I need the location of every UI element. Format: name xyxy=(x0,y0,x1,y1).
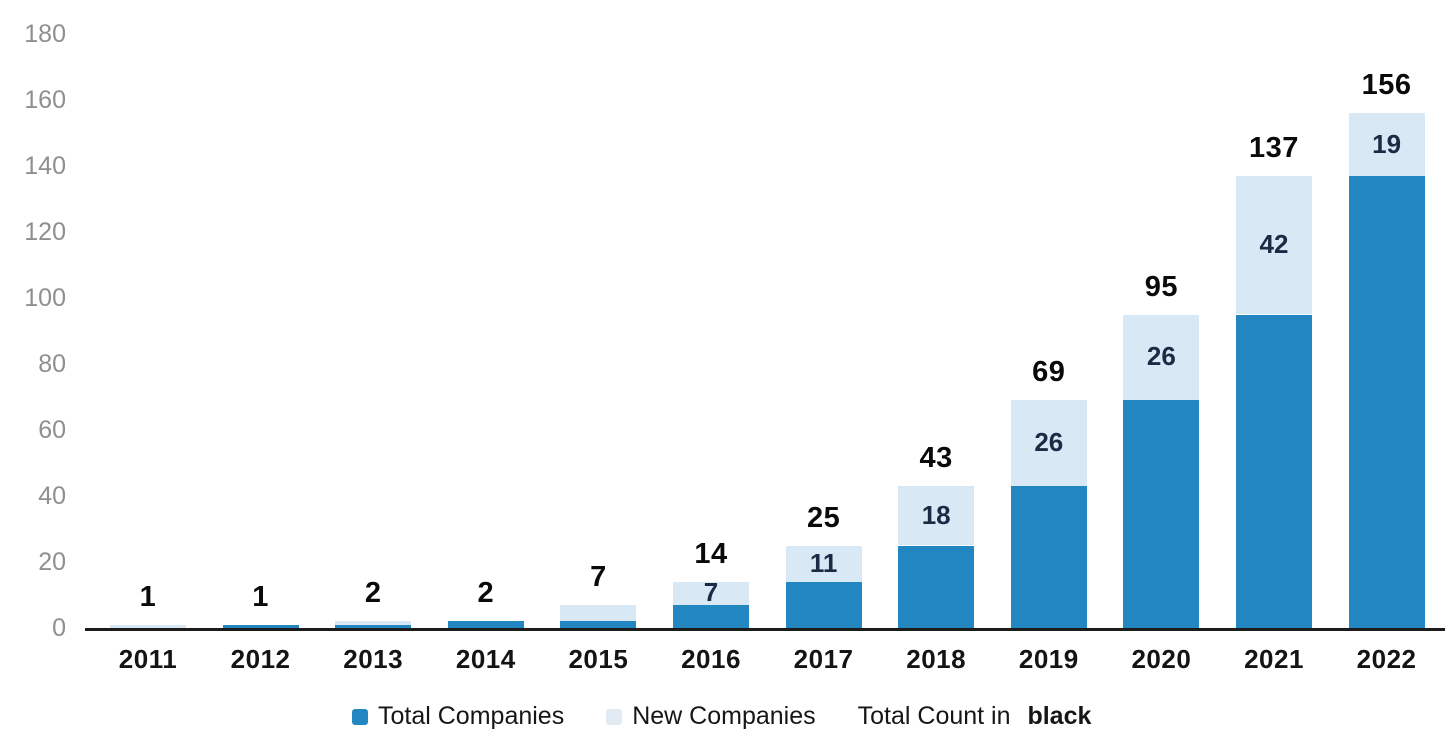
y-axis-tick-label: 20 xyxy=(38,548,66,576)
legend-label-total-count-prefix: Total Count in xyxy=(857,702,1018,730)
total-count-label: 2 xyxy=(364,577,382,610)
total-count-label: 2 xyxy=(477,577,495,610)
bar-new-companies-2011 xyxy=(110,624,186,628)
x-axis-tick-label: 2014 xyxy=(455,644,516,674)
y-axis-tick-label: 180 xyxy=(24,20,66,48)
bar-new-companies-2013 xyxy=(335,621,412,625)
bar-total-companies-2017 xyxy=(785,581,862,628)
bar-total-companies-2020 xyxy=(1123,400,1200,628)
bar-total-companies-2021 xyxy=(1236,314,1312,628)
y-axis-tick-label: 80 xyxy=(38,350,66,378)
bar-new-companies-2019 xyxy=(1010,400,1087,487)
new-companies-value-label: 42 xyxy=(1259,229,1289,260)
y-axis-tick-label: 140 xyxy=(24,152,66,180)
bar-total-companies-2018 xyxy=(898,545,975,628)
new-companies-value-label: 7 xyxy=(703,577,719,608)
total-count-label: 14 xyxy=(694,537,728,570)
x-axis-tick-label: 2019 xyxy=(1018,644,1079,674)
bar-total-companies-2016 xyxy=(673,604,749,628)
x-axis-tick-label: 2018 xyxy=(906,644,967,674)
x-axis-tick-label: 2013 xyxy=(343,644,404,674)
bar-total-companies-2014 xyxy=(447,621,524,628)
y-axis-tick-label: 40 xyxy=(38,482,66,510)
legend-item-total-count-note: Total Count in black xyxy=(858,702,1092,731)
x-axis-tick-label: 2011 xyxy=(118,644,178,674)
total-count-label: 1 xyxy=(252,580,269,613)
new-companies-value-label: 18 xyxy=(921,499,951,530)
legend-label-total-count-bold: black xyxy=(1027,702,1092,730)
y-axis-tick-label: 100 xyxy=(24,284,66,312)
y-axis-tick-label: 0 xyxy=(52,614,66,642)
x-axis-tick-label: 2017 xyxy=(793,644,854,674)
bar-new-companies-2021 xyxy=(1236,175,1312,315)
total-count-label: 95 xyxy=(1144,270,1179,303)
total-count-label: 25 xyxy=(806,501,841,534)
bar-new-companies-2015 xyxy=(560,604,637,622)
bar-total-companies-2013 xyxy=(335,624,412,628)
total-count-label: 137 xyxy=(1249,131,1299,164)
total-count-label: 7 xyxy=(590,560,607,593)
new-companies-value-label: 26 xyxy=(1034,427,1064,458)
legend-label-total-companies: Total Companies xyxy=(378,702,565,730)
x-axis-line xyxy=(85,628,1445,631)
legend-label-new-companies: New Companies xyxy=(632,702,816,730)
x-axis-tick-label: 2015 xyxy=(568,644,629,674)
bar-new-companies-2022 xyxy=(1348,113,1425,176)
total-count-label: 1 xyxy=(139,580,157,613)
x-axis-tick-label: 2021 xyxy=(1244,644,1304,674)
x-axis-tick-label: 2022 xyxy=(1356,644,1417,674)
bar-new-companies-2017 xyxy=(785,545,862,582)
legend-item-new-companies: New Companies xyxy=(606,702,816,731)
y-axis-tick-label: 160 xyxy=(24,86,66,114)
legend: Total Companies New Companies Total Coun… xyxy=(352,702,1091,731)
legend-item-total-companies: Total Companies xyxy=(352,702,564,731)
total-count-label: 43 xyxy=(919,442,953,475)
x-axis-tick-label: 2020 xyxy=(1131,644,1192,674)
new-companies-swatch-icon xyxy=(606,708,623,725)
bar-new-companies-2018 xyxy=(898,486,975,546)
new-companies-value-label: 19 xyxy=(1372,128,1402,159)
y-axis-tick-label: 120 xyxy=(24,218,66,246)
bar-total-companies-2015 xyxy=(560,621,637,628)
bar-total-companies-2022 xyxy=(1348,175,1425,628)
x-axis-tick-label: 2016 xyxy=(681,644,741,674)
bar-new-companies-2016 xyxy=(673,581,749,605)
total-count-label: 156 xyxy=(1361,69,1412,102)
bar-new-companies-2020 xyxy=(1123,314,1200,401)
bar-total-companies-2019 xyxy=(1010,486,1087,628)
new-companies-value-label: 11 xyxy=(809,547,838,578)
y-axis-tick-label: 60 xyxy=(38,416,66,444)
total-companies-swatch-icon xyxy=(352,708,368,725)
bar-total-companies-2012 xyxy=(222,624,299,628)
new-companies-value-label: 26 xyxy=(1146,341,1176,372)
x-axis-tick-label: 2012 xyxy=(230,644,291,674)
total-count-label: 69 xyxy=(1032,356,1066,389)
